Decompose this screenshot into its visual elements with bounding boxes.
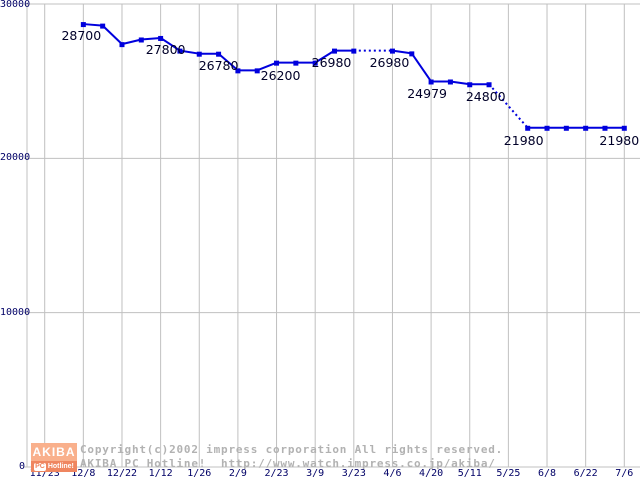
data-point-marker [332,48,337,54]
data-point-marker [293,60,299,66]
data-point-marker [447,79,453,85]
data-point-marker [216,51,222,57]
data-point-marker [100,23,106,29]
data-point-marker [254,68,260,74]
data-point-marker [583,125,589,131]
series-segment [83,23,103,27]
logo-pc-badge: PC [34,462,46,471]
akiba-pc-hotline-logo: AKIBA PC Hotline! [31,443,77,472]
data-point-marker [158,35,164,41]
series-segment [392,49,412,55]
data-point-marker [274,60,280,66]
logo-pc-hotline-text: PC Hotline! [31,461,77,472]
series-segment [410,52,432,83]
copyright-line-1: Copyright(c)2002 impress corporation All… [80,443,504,456]
logo-akiba-text: AKIBA [32,445,76,459]
data-point-marker [119,42,125,48]
data-point-marker [177,48,183,54]
series-segment [314,49,336,64]
data-point-marker [138,37,144,43]
data-point-marker [409,51,415,57]
series-segment [450,80,470,86]
series-segment [101,24,123,45]
data-point-marker [235,68,241,74]
series-segment [179,49,200,55]
data-point-marker [525,125,531,131]
data-point-marker [351,48,357,54]
series-segment [256,61,277,72]
copyright-line-2: AKIBA PC Hotline! http://www.watch.impre… [80,457,496,470]
data-point-marker [602,125,608,131]
data-point-marker [312,60,318,66]
data-point-marker [486,82,492,88]
data-point-marker [621,125,627,131]
data-point-marker [563,125,569,131]
series-segment [121,38,142,46]
series-segment [160,37,181,52]
series-segment [141,36,161,41]
series-segment [217,52,239,72]
data-point-marker [196,51,202,57]
data-point-marker [80,22,86,28]
data-point-marker [428,79,434,85]
data-point-marker [544,125,550,131]
data-point-marker [389,48,395,54]
data-point-marker [467,82,473,88]
logo-hotline-text: Hotline! [47,463,74,470]
